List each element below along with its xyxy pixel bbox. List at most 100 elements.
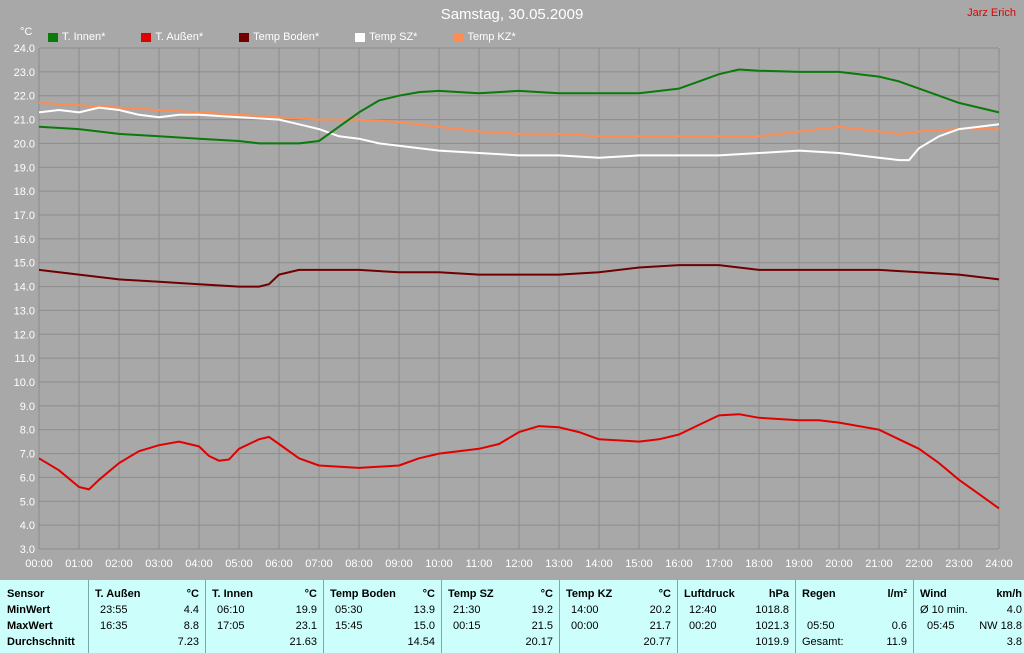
series-line-t-innen	[38, 68, 1000, 145]
y-tick-label: 8.0	[20, 425, 35, 437]
min-value: 4.4	[183, 604, 199, 616]
legend-label-innen: T. Innen*	[62, 31, 106, 43]
legend-swatch-innen	[48, 32, 58, 42]
x-tick-label: 18:00	[745, 558, 773, 570]
avg-row-label: Durchschnitt	[7, 636, 75, 648]
min-time: 23:55	[100, 604, 128, 616]
legend-label-aussen: T. Außen*	[155, 31, 204, 43]
x-tick-label: 04:00	[185, 558, 213, 570]
col-unit: °C	[658, 588, 671, 600]
x-tick-label: 12:00	[505, 558, 533, 570]
y-tick-label: 22.0	[14, 91, 35, 103]
legend-label-boden: Temp Boden*	[253, 31, 320, 43]
max-time: 17:05	[217, 620, 245, 632]
wind-avg-value: 4.0	[1006, 604, 1022, 616]
max-value: 23.1	[295, 620, 317, 632]
x-tick-label: 11:00	[466, 558, 493, 570]
col-header: Temp KZ	[566, 588, 613, 600]
col-unit: °C	[540, 588, 553, 600]
y-tick-label: 14.0	[14, 282, 35, 294]
avg-value: 20.17	[525, 636, 553, 648]
avg-value: 1019.9	[755, 636, 789, 648]
min-row-label: MinWert	[7, 604, 51, 616]
max-time: 00:00	[571, 620, 599, 632]
x-tick-label: 14:00	[585, 558, 613, 570]
col-header: T. Innen	[212, 588, 253, 600]
x-tick-label: 23:00	[945, 558, 973, 570]
legend-item-boden: Temp Boden*	[239, 31, 319, 43]
x-tick-label: 07:00	[305, 558, 333, 570]
y-tick-label: 9.0	[20, 401, 35, 413]
col-unit: °C	[304, 588, 317, 600]
x-tick-label: 24:00	[985, 558, 1013, 570]
max-value: 8.8	[183, 620, 199, 632]
min-time: 21:30	[453, 604, 481, 616]
y-tick-label: 20.0	[14, 138, 35, 150]
table-col-innen: T. Innen °C 06:10 19.9 17:05 23.1 21.63	[205, 580, 324, 653]
col-unit: l/m²	[887, 588, 907, 600]
table-col-wind: Wind km/h Ø 10 min. 4.0 05:45 NW 18.8 3.…	[913, 580, 1024, 653]
rain-total-label: Gesamt:	[802, 636, 844, 648]
legend-swatch-kz	[453, 32, 464, 42]
max-time: 16:35	[100, 620, 128, 632]
series-line-temp-kz	[38, 101, 999, 138]
min-time: 05:30	[335, 604, 363, 616]
col-unit: hPa	[768, 588, 789, 600]
y-tick-label: 3.0	[20, 544, 35, 556]
series-line-temp-sz	[38, 106, 1000, 162]
table-col-kz: Temp KZ °C 14:00 20.2 00:00 21.7 20.77	[559, 580, 678, 653]
table-col-luftdruck: Luftdruck hPa 12:40 1018.8 00:20 1021.3 …	[677, 580, 796, 653]
y-tick-label: 5.0	[20, 496, 35, 508]
table-col-sensor: Sensor MinWert MaxWert Durchschnitt	[0, 580, 89, 653]
y-tick-label: 18.0	[14, 186, 35, 198]
table-col-sz: Temp SZ °C 21:30 19.2 00:15 21.5 20.17	[441, 580, 560, 653]
min-value: 1018.8	[755, 604, 789, 616]
chart-area: 3.0 4.0 5.0 6.0 7.0 8.0 9.0 10.0 11.0 12.0 13.0 14.…	[14, 43, 1013, 570]
max-value: 15.0	[413, 620, 435, 632]
rain-total-value: 11.9	[886, 636, 907, 648]
min-time: 14:00	[571, 604, 599, 616]
col-unit: km/h	[996, 588, 1022, 600]
statistics-table: Sensor MinWert MaxWert Durchschnitt T. A…	[0, 580, 1024, 653]
sensor-header: Sensor	[7, 588, 45, 600]
x-tick-label: 10:00	[425, 558, 453, 570]
legend-swatch-boden	[239, 32, 250, 42]
x-tick-label: 17:00	[705, 558, 733, 570]
credit-label: Jarz Erich	[967, 7, 1016, 19]
col-unit: °C	[186, 588, 199, 600]
min-value: 19.2	[531, 604, 553, 616]
x-tick-label: 01:00	[65, 558, 93, 570]
min-value: 19.9	[295, 604, 317, 616]
rain-time: 05:50	[807, 620, 835, 632]
avg-value: 21.63	[289, 636, 317, 648]
max-value: 21.5	[531, 620, 553, 632]
max-value: 21.7	[649, 620, 671, 632]
y-tick-label: 13.0	[14, 305, 35, 317]
x-tick-label: 09:00	[385, 558, 413, 570]
col-header: Luftdruck	[684, 588, 735, 600]
x-tick-label: 15:00	[625, 558, 653, 570]
x-tick-label: 21:00	[865, 558, 893, 570]
wind-max-time: 05:45	[927, 620, 955, 632]
legend-item-innen: T. Innen*	[48, 31, 105, 43]
y-tick-label: 4.0	[20, 520, 35, 532]
y-tick-label: 10.0	[14, 377, 35, 389]
chart-title: Samstag, 30.05.2009	[440, 6, 584, 23]
avg-value: 7.23	[177, 636, 199, 648]
max-time: 00:20	[689, 620, 717, 632]
col-unit: °C	[422, 588, 435, 600]
wind-mean-value: 3.8	[1006, 636, 1022, 648]
table-col-regen: Regen l/m² 05:50 0.6 Gesamt: 11.9	[795, 580, 914, 653]
legend-label-kz: Temp KZ*	[467, 31, 516, 43]
table-col-boden: Temp Boden °C 05:30 13.9 15:45 15.0 14.5…	[323, 580, 442, 653]
legend-swatch-sz	[355, 32, 366, 42]
avg-value: 14.54	[407, 636, 435, 648]
x-tick-label: 02:00	[105, 558, 133, 570]
y-tick-label: 24.0	[14, 43, 35, 55]
col-header: Temp Boden	[330, 588, 396, 600]
y-tick-label: 23.0	[14, 67, 35, 79]
x-tick-label: 22:00	[905, 558, 933, 570]
min-value: 20.2	[649, 604, 671, 616]
x-tick-label: 00:00	[25, 558, 53, 570]
rain-value: 0.6	[891, 620, 907, 632]
